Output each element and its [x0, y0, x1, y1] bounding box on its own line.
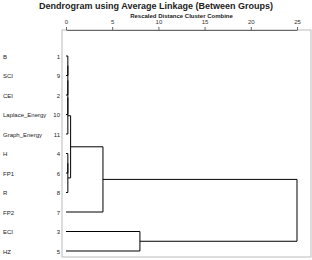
- tick-label: 5: [111, 19, 115, 25]
- tick: 5: [111, 19, 115, 30]
- tick-mark: [297, 27, 298, 30]
- leaf-label: R: [3, 190, 8, 196]
- axis-line: [67, 30, 298, 31]
- x-axis-title: Rescaled Distance Cluster Combine: [130, 13, 233, 19]
- leaf-label: Graph_Energy: [3, 132, 42, 138]
- tick-label: 0: [65, 19, 69, 25]
- case-number: 1: [57, 54, 61, 60]
- tick-mark: [158, 27, 159, 30]
- tick: 15: [202, 19, 209, 30]
- case-number: 2: [57, 93, 61, 99]
- tick: 20: [248, 19, 255, 30]
- tick-label: 15: [202, 19, 209, 25]
- leaf-label: HZ: [3, 249, 11, 255]
- case-number: 7: [57, 210, 61, 216]
- link-horizontal: [140, 241, 297, 242]
- tick-mark: [112, 27, 113, 30]
- leaf-label: FP2: [3, 210, 15, 216]
- case-number: 8: [57, 190, 61, 196]
- case-number: 11: [54, 132, 61, 138]
- title: Dendrogram using Average Linkage (Betwee…: [39, 1, 273, 11]
- link-horizontal: [66, 251, 140, 252]
- leaf-label: SCI: [3, 73, 13, 79]
- tick: 10: [156, 19, 163, 30]
- link-vertical: [297, 179, 298, 241]
- case-number: 3: [57, 229, 61, 235]
- leaf-label: H: [3, 151, 7, 157]
- tick: 25: [294, 19, 301, 30]
- link-horizontal: [66, 212, 103, 213]
- link-horizontal: [103, 179, 297, 180]
- tick-mark: [251, 27, 252, 30]
- tick: 0: [65, 19, 69, 30]
- tick-mark: [66, 27, 67, 30]
- link-horizontal: [66, 231, 140, 232]
- tick-mark: [205, 27, 206, 30]
- leaf-label: B: [3, 54, 7, 60]
- link-horizontal: [71, 146, 103, 147]
- tick-label: 10: [156, 19, 163, 25]
- leaf-label: ECI: [3, 229, 13, 235]
- x-axis: 0 5 10 15 20 25: [65, 19, 302, 31]
- case-number: 5: [57, 249, 61, 255]
- case-number: 9: [57, 73, 61, 79]
- leaf-label: CEI: [3, 93, 13, 99]
- leaf-label: FP1: [3, 171, 15, 177]
- tick-label: 25: [294, 19, 301, 25]
- dendrogram-links: [66, 56, 297, 251]
- case-number: 6: [57, 171, 61, 177]
- chart: Dendrogram using Average Linkage (Betwee…: [0, 0, 312, 260]
- case-number: 4: [57, 151, 61, 157]
- leaf-label: Laplace_Energy: [3, 112, 46, 118]
- frame: [62, 30, 311, 257]
- case-number: 10: [53, 112, 60, 118]
- tick-label: 20: [248, 19, 255, 25]
